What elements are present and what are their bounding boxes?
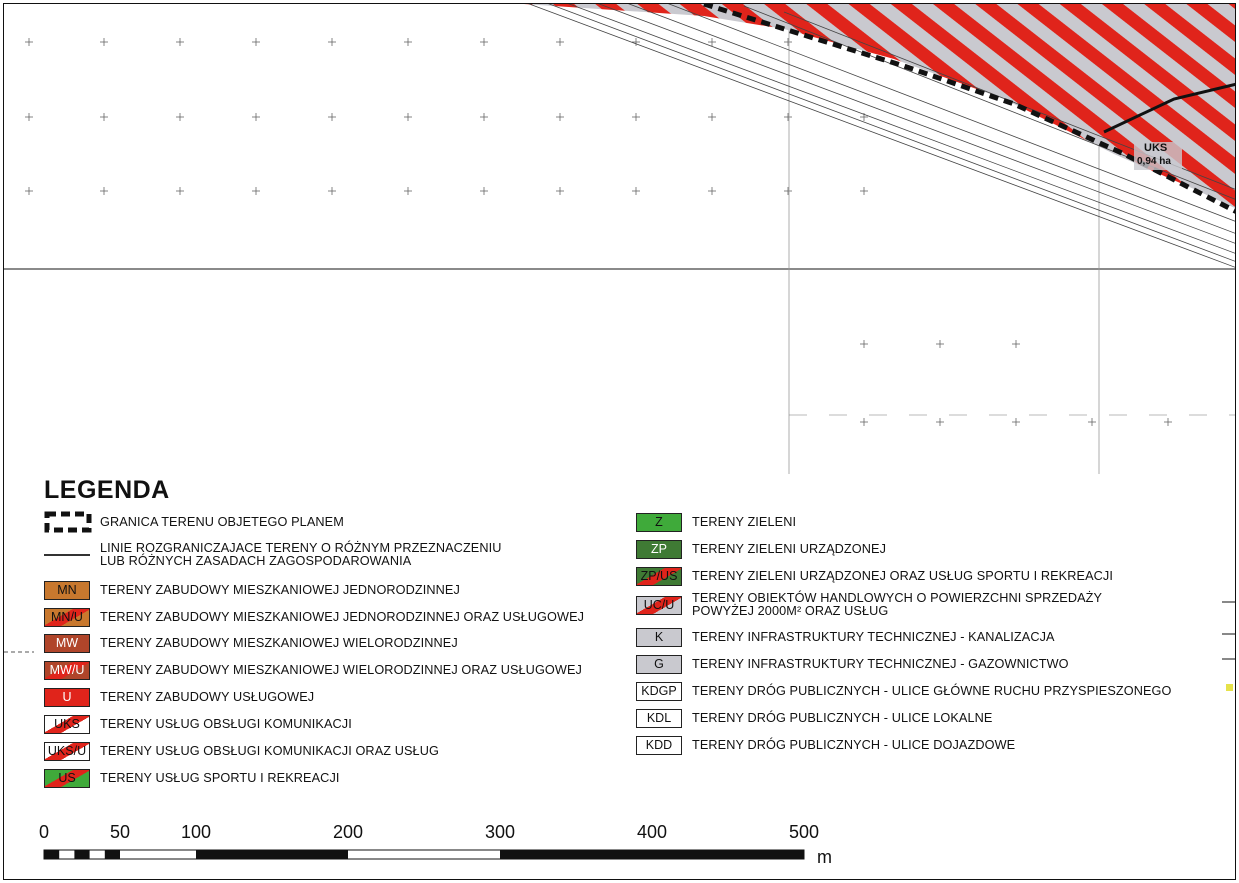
legend-title: LEGENDA: [44, 476, 170, 504]
legend-label: TERENY ZIELENI URZĄDZONEJ: [692, 541, 887, 556]
legend-label: TERENY USŁUG OBSŁUGI KOMUNIKACJI: [100, 716, 352, 731]
legend-swatch-us: US: [44, 768, 90, 788]
legend-label-line: TERENY ZABUDOWY MIESZKANIOWEJ JEDNORODZI…: [100, 582, 460, 597]
legend-item-z: Z TERENY ZIELENI: [636, 511, 796, 533]
scale-tick-label: 400: [636, 822, 668, 842]
map-zone-area: 0,94 ha: [1137, 156, 1171, 167]
legend-swatch-u: U: [44, 687, 90, 707]
scale-unit: m: [817, 847, 832, 867]
legend-label-line: TERENY USŁUG OBSŁUGI KOMUNIKACJI ORAZ US…: [100, 743, 439, 758]
legend-label-line: TERENY ZIELENI URZĄDZONEJ ORAZ USŁUG SPO…: [692, 568, 1113, 583]
legend-item-zp: ZP TERENY ZIELENI URZĄDZONEJ: [636, 538, 886, 560]
legend-label-line: TERENY DRÓG PUBLICZNYCH - ULICE GŁÓWNE R…: [692, 683, 1172, 698]
legend-swatch-z: Z: [636, 512, 682, 532]
legend-label-line: TERENY ZIELENI URZĄDZONEJ: [692, 541, 887, 556]
legend-swatch-kdl: KDL: [636, 708, 682, 728]
map-zone-label: UKS: [1144, 142, 1167, 154]
legend-label-line: TERENY OBIEKTÓW HANDLOWYCH O POWIERZCHNI…: [692, 591, 1103, 605]
legend-item-mn-u: MN/U TERENY ZABUDOWY MIESZKANIOWEJ JEDNOR…: [44, 606, 584, 628]
legend-item-k: K TERENY INFRASTRUKTURY TECHNICZNEJ - KAN…: [636, 626, 1055, 648]
legend-item-line: LINIE ROZGRANICZAJACE TERENY O RÓŻNYM PR…: [44, 541, 502, 569]
legend-label: TERENY ZABUDOWY MIESZKANIOWEJ JEDNORODZI…: [100, 609, 585, 624]
legend-label: LINIE ROZGRANICZAJACE TERENY O RÓŻNYM PR…: [100, 542, 502, 568]
legend-swatch-uks-u: UKS/U: [44, 741, 90, 761]
legend-label-line-2: LUB RÓŻNYCH ZASADACH ZAGOSPODAROWANIA: [100, 554, 412, 568]
scale-tick-label: 300: [484, 822, 516, 842]
legend-label: GRANICA TERENU OBJETEGO PLANEM: [100, 514, 344, 529]
legend-item-uks: UKS TERENY USŁUG OBSŁUGI KOMUNIKACJI: [44, 713, 352, 735]
legend-label: TERENY DRÓG PUBLICZNYCH - ULICE LOKALNE: [692, 710, 993, 725]
legend-item-boundary-dashed: GRANICA TERENU OBJETEGO PLANEM: [44, 511, 344, 533]
map-drawing: UKS 0,94 ha: [4, 4, 1235, 691]
legend-swatch-k: K: [636, 627, 682, 647]
legend-swatch-kdgp: KDGP: [636, 681, 682, 701]
legend-item-uks-u: UKS/U TERENY USŁUG OBSŁUGI KOMUNIKACJI OR…: [44, 740, 439, 762]
legend-label-line-2: POWYŻEJ 2000M² ORAZ USŁUG: [692, 604, 889, 618]
legend-label-line: GRANICA TERENU OBJETEGO PLANEM: [100, 514, 344, 529]
scale-tick-label: 200: [332, 822, 364, 842]
legend-swatch-uks: UKS: [44, 714, 90, 734]
legend-item-kdgp: KDGP TERENY DRÓG PUBLICZNYCH - ULICE GŁÓW…: [636, 680, 1172, 702]
legend-label-line: TERENY USŁUG OBSŁUGI KOMUNIKACJI: [100, 716, 352, 731]
legend-label: TERENY ZABUDOWY MIESZKANIOWEJ WIELORODZI…: [100, 662, 582, 677]
legend-swatch-zp-us: ZP/US: [636, 566, 682, 586]
scale-tick-label: 100: [180, 822, 212, 842]
division-line-symbol: [44, 554, 90, 556]
legend-swatch-kdd: KDD: [636, 735, 682, 755]
legend-label: TERENY OBIEKTÓW HANDLOWYCH O POWIERZCHNI…: [692, 592, 1102, 618]
legend-item-uc-u: UC/U TERENY OBIEKTÓW HANDLOWYCH O POWIERZ…: [636, 591, 1102, 619]
legend-label-line: TERENY DRÓG PUBLICZNYCH - ULICE LOKALNE: [692, 710, 993, 725]
boundary-symbol-icon: [44, 511, 96, 533]
legend-label: TERENY INFRASTRUKTURY TECHNICZNEJ - KANA…: [692, 629, 1055, 644]
legend-item-u: U TERENY ZABUDOWY USŁUGOWEJ: [44, 686, 314, 708]
legend-item-mw-u: MW/U TERENY ZABUDOWY MIESZKANIOWEJ WIELOR…: [44, 659, 582, 681]
legend-label: TERENY DRÓG PUBLICZNYCH - ULICE DOJAZDOW…: [692, 737, 1016, 752]
rail-lines: [528, 4, 1235, 268]
legend-label-line: TERENY INFRASTRUKTURY TECHNICZNEJ - GAZO…: [692, 656, 1069, 671]
legend-label-line: TERENY ZABUDOWY USŁUGOWEJ: [100, 689, 315, 704]
scale-tick-label: 500: [788, 822, 820, 842]
legend-label-line: LINIE ROZGRANICZAJACE TERENY O RÓŻNYM PR…: [100, 541, 502, 555]
scale-tick-label: 50: [109, 822, 131, 842]
legend-label-line: TERENY DRÓG PUBLICZNYCH - ULICE DOJAZDOW…: [692, 737, 1016, 752]
legend-swatch-mn: MN: [44, 580, 90, 600]
legend-swatch-mw: MW: [44, 633, 90, 653]
legend-label-line: TERENY ZABUDOWY MIESZKANIOWEJ WIELORODZI…: [100, 635, 458, 650]
legend-label: TERENY DRÓG PUBLICZNYCH - ULICE GŁÓWNE R…: [692, 683, 1172, 698]
legend-label: TERENY ZABUDOWY USŁUGOWEJ: [100, 689, 315, 704]
legend-swatch-g: G: [636, 654, 682, 674]
zone-uks-area: [524, 4, 1235, 209]
legend-swatch-zp: ZP: [636, 539, 682, 559]
legend-label: TERENY ZIELENI: [692, 514, 797, 529]
legend-item-zp-us: ZP/US TERENY ZIELENI URZĄDZONEJ ORAZ USŁU…: [636, 565, 1113, 587]
legend-swatch-uc-u: UC/U: [636, 595, 682, 615]
legend-swatch-mn-u: MN/U: [44, 607, 90, 627]
legend-label-line: TERENY ZIELENI: [692, 514, 797, 529]
legend-label: TERENY USŁUG SPORTU I REKREACJI: [100, 770, 340, 785]
legend-label: TERENY ZIELENI URZĄDZONEJ ORAZ USŁUG SPO…: [692, 568, 1113, 583]
legend-item-g: G TERENY INFRASTRUKTURY TECHNICZNEJ - GAZ…: [636, 653, 1069, 675]
legend-label-line: TERENY USŁUG SPORTU I REKREACJI: [100, 770, 340, 785]
legend-swatch-mw-u: MW/U: [44, 660, 90, 680]
legend-label-line: TERENY ZABUDOWY MIESZKANIOWEJ JEDNORODZI…: [100, 609, 585, 624]
scale-tick-label: 0: [38, 822, 50, 842]
legend-label-line: TERENY ZABUDOWY MIESZKANIOWEJ WIELORODZI…: [100, 662, 582, 677]
map-frame: UKS 0,94 ha LEGENDA GRANICA TERENU OBJET…: [3, 3, 1236, 880]
legend-item-us: US TERENY USŁUG SPORTU I REKREACJI: [44, 767, 340, 789]
legend-label: TERENY INFRASTRUKTURY TECHNICZNEJ - GAZO…: [692, 656, 1069, 671]
legend-label: TERENY USŁUG OBSŁUGI KOMUNIKACJI ORAZ US…: [100, 743, 439, 758]
legend-label: TERENY ZABUDOWY MIESZKANIOWEJ JEDNORODZI…: [100, 582, 460, 597]
legend-label-line: TERENY INFRASTRUKTURY TECHNICZNEJ - KANA…: [692, 629, 1055, 644]
legend-item-mn: MN TERENY ZABUDOWY MIESZKANIOWEJ JEDNOROD…: [44, 579, 460, 601]
plan-boundary-line: [703, 4, 1235, 214]
legend-item-kdl: KDL TERENY DRÓG PUBLICZNYCH - ULICE LOKAL…: [636, 707, 992, 729]
legend-item-kdd: KDD TERENY DRÓG PUBLICZNYCH - ULICE DOJAZ…: [636, 734, 1015, 756]
legend-item-mw: MW TERENY ZABUDOWY MIESZKANIOWEJ WIELOROD…: [44, 632, 458, 654]
legend-label: TERENY ZABUDOWY MIESZKANIOWEJ WIELORODZI…: [100, 635, 458, 650]
